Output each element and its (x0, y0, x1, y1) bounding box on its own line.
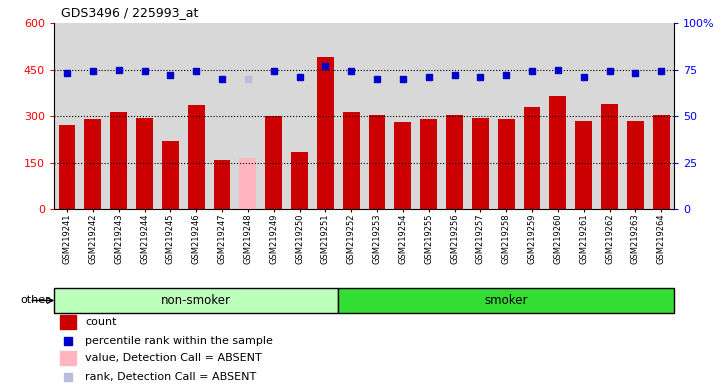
Bar (58, 126, 76, 209)
Bar (390, 23, 416, 209)
Text: other: other (21, 295, 50, 306)
Text: GDS3496 / 225993_at: GDS3496 / 225993_at (61, 6, 199, 19)
Bar (575, 121, 592, 209)
Bar (183, 23, 209, 209)
Bar (596, 23, 622, 209)
Bar (317, 57, 334, 209)
Bar (338, 23, 364, 209)
Bar (523, 107, 541, 209)
Bar (394, 122, 411, 209)
Bar (265, 116, 282, 209)
Bar (648, 23, 674, 209)
Bar (209, 23, 235, 209)
Bar (338, 288, 674, 313)
Bar (131, 23, 157, 209)
Bar (162, 141, 179, 209)
Bar (493, 23, 519, 209)
Bar (446, 114, 463, 209)
Text: non-smoker: non-smoker (162, 294, 231, 307)
Text: percentile rank within the sample: percentile rank within the sample (85, 336, 273, 346)
Bar (342, 111, 360, 209)
Bar (364, 23, 390, 209)
Bar (61, 351, 76, 365)
Bar (80, 23, 106, 209)
Bar (472, 118, 489, 209)
Bar (261, 23, 286, 209)
Bar (239, 158, 256, 209)
Bar (213, 160, 231, 209)
Bar (519, 23, 545, 209)
Bar (291, 152, 308, 209)
Bar (549, 96, 566, 209)
Bar (467, 23, 493, 209)
Bar (441, 23, 467, 209)
Bar (54, 288, 338, 313)
Text: smoker: smoker (485, 294, 528, 307)
Bar (497, 119, 515, 209)
Bar (187, 105, 205, 209)
Bar (627, 121, 644, 209)
Bar (84, 119, 101, 209)
Bar (601, 104, 618, 209)
Bar (110, 111, 127, 209)
Bar (136, 118, 153, 209)
Text: count: count (85, 317, 117, 327)
Bar (622, 23, 648, 209)
Bar (420, 119, 437, 209)
Text: value, Detection Call = ABSENT: value, Detection Call = ABSENT (85, 353, 262, 363)
Bar (653, 114, 670, 209)
Bar (235, 23, 261, 209)
Bar (312, 23, 338, 209)
Text: rank, Detection Call = ABSENT: rank, Detection Call = ABSENT (85, 372, 257, 382)
Bar (545, 23, 571, 209)
Bar (157, 23, 183, 209)
Bar (416, 23, 441, 209)
Bar (106, 23, 131, 209)
Bar (54, 23, 80, 209)
Bar (571, 23, 596, 209)
Bar (61, 315, 76, 329)
Bar (286, 23, 312, 209)
Bar (368, 114, 386, 209)
